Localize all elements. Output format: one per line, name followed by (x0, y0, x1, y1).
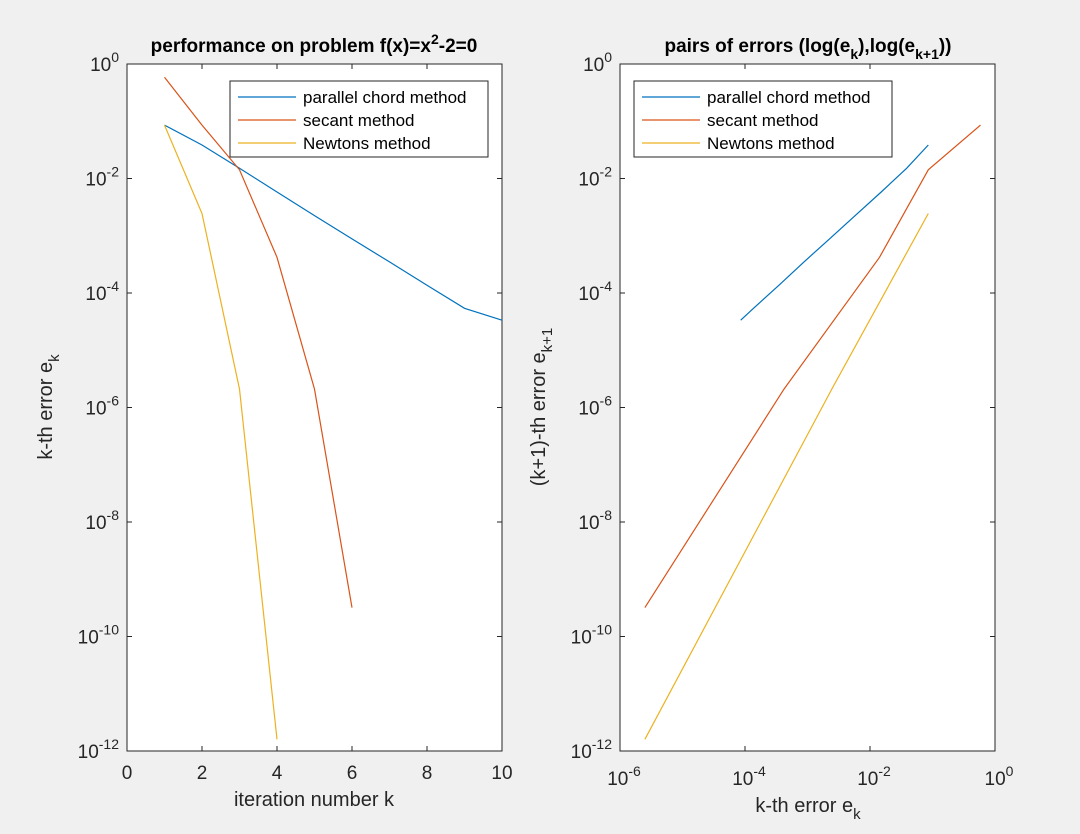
series-line-parallel-chord (740, 144, 929, 321)
y-tick-label: 10-8 (578, 507, 612, 534)
x-tick-label: 100 (985, 763, 1014, 790)
legend-box (633, 80, 893, 158)
y-tick-label: 10-12 (78, 736, 120, 763)
x-tick-label: 4 (272, 763, 283, 784)
x-tick-label: 0 (122, 763, 133, 784)
x-tick-label: 6 (347, 763, 358, 784)
legend: parallel chord method secant method Newt… (633, 80, 893, 158)
chart-iteration-error: 0 2 4 6 8 10 10-12 10-10 10-8 10-6 10-4 10-2 100 pe… (35, 31, 513, 811)
y-tick-label: 10-6 (85, 393, 119, 420)
x-tick-labels: 0 2 4 6 8 10 (122, 763, 513, 784)
legend-label-secant: secant method (707, 111, 819, 130)
legend-label-secant: secant method (303, 111, 415, 130)
legend: parallel chord method secant method Newt… (229, 80, 489, 158)
series-line-secant (644, 124, 981, 608)
x-tick-label: 10-4 (732, 763, 766, 790)
series-line-newtons (163, 124, 278, 740)
y-tick-label: 100 (583, 49, 612, 76)
y-tick-label: 10-10 (571, 622, 613, 649)
y-tick-label: 10-8 (85, 507, 119, 534)
y-tick-label: 10-10 (78, 622, 120, 649)
y-tick-labels: 10-12 10-10 10-8 10-6 10-4 10-2 100 (78, 49, 120, 763)
y-tick-label: 10-12 (571, 736, 613, 763)
x-tick-label: 8 (422, 763, 433, 784)
y-tick-labels: 10-12 10-10 10-8 10-6 10-4 10-2 100 (571, 49, 613, 763)
x-tick-label: 10 (491, 763, 512, 784)
tick-marks (619, 63, 996, 752)
x-axis-label: iteration number k (234, 789, 395, 811)
x-axis-label: k-th error ek (755, 795, 861, 823)
x-tick-label: 10-6 (607, 763, 641, 790)
series-line-secant (164, 76, 353, 608)
y-tick-label: 10-6 (578, 393, 612, 420)
series-layer (644, 124, 981, 740)
tick-marks (126, 63, 503, 752)
plot-area (126, 63, 503, 752)
chart-error-pairs: 10-6 10-4 10-2 100 10-1210-1010-810-610-410… (528, 36, 1014, 823)
y-tick-label: 10-2 (85, 164, 119, 191)
y-axis-label: k-th error ek (35, 354, 63, 460)
series-line-parallel-chord (164, 124, 503, 321)
chart-title: performance on problem f(x)=x2-2=0 (151, 31, 478, 57)
legend-label-newtons: Newtons method (303, 134, 431, 153)
legend-box (229, 80, 489, 158)
x-tick-label: 2 (197, 763, 208, 784)
y-tick-label: 10-2 (578, 164, 612, 191)
legend-label-parallel-chord: parallel chord method (707, 88, 870, 107)
series-line-newtons (644, 213, 929, 740)
y-axis-label: (k+1)-th error ek+1 (528, 328, 556, 487)
chart-title: pairs of errors (log(ek),log(ek+1)) (664, 36, 951, 62)
plot-area (619, 63, 996, 752)
y-tick-label: 100 (90, 49, 119, 76)
series-layer (163, 76, 503, 740)
y-tick-label: 10-4 (578, 278, 612, 305)
legend-label-parallel-chord: parallel chord method (303, 88, 466, 107)
x-tick-label: 10-2 (857, 763, 891, 790)
legend-label-newtons: Newtons method (707, 134, 835, 153)
x-tick-labels: 10-6 10-4 10-2 100 (607, 763, 1013, 790)
y-tick-label: 10-4 (85, 278, 119, 305)
